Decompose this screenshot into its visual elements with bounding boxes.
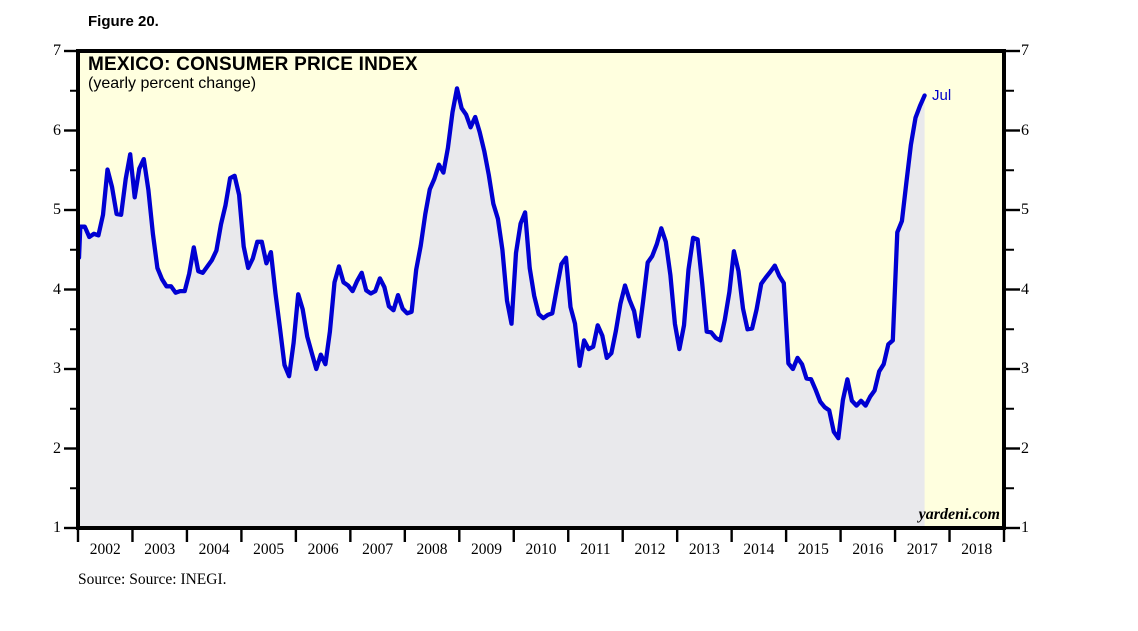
x-axis-label-year: 2004: [198, 541, 230, 558]
plot-frame: [76, 49, 1006, 530]
y-axis-label-right: 2: [1021, 439, 1029, 457]
y-axis-label-right: 7: [1021, 42, 1029, 59]
y-axis-label-right: 4: [1021, 280, 1029, 298]
x-axis-label-year: 2016: [852, 541, 884, 558]
x-axis-label-year: 2011: [580, 541, 611, 558]
y-axis-label-right: 3: [1021, 360, 1029, 377]
y-axis-label-left: 1: [53, 519, 61, 536]
cpi-series-line: [76, 86, 927, 441]
yardeni-watermark: yardeni.com: [918, 506, 1000, 523]
x-axis-label-year: 2014: [743, 541, 775, 558]
x-axis-label-year: 2003: [144, 541, 176, 558]
y-axis-label-left: 3: [53, 360, 61, 377]
y-axis-label-left: 4: [53, 280, 61, 298]
y-axis-label-left: 5: [53, 201, 61, 218]
chart-title: MEXICO: CONSUMER PRICE INDEX: [88, 54, 418, 75]
y-axis-label-right: 6: [1021, 121, 1029, 139]
x-axis-label-year: 2010: [525, 541, 557, 558]
x-axis-label-year: 2018: [961, 541, 993, 558]
x-axis-label-year: 2013: [688, 541, 720, 558]
y-axis-label-left: 7: [53, 42, 61, 59]
x-axis-label-year: 2012: [634, 541, 666, 558]
x-axis-label-year: 2017: [906, 541, 938, 558]
y-axis-label-left: 6: [53, 121, 61, 139]
x-axis-label-year: 2008: [416, 541, 448, 558]
x-axis-label-year: 2006: [307, 541, 339, 558]
x-axis-label-year: 2002: [89, 541, 121, 558]
x-axis-label-year: 2009: [471, 541, 503, 558]
x-axis-label-year: 2007: [362, 541, 394, 558]
chart-subtitle: (yearly percent change): [88, 75, 257, 92]
figure-label: Figure 20.: [88, 13, 159, 30]
x-axis-label-year: 2005: [253, 541, 285, 558]
y-axis-label-right: 1: [1021, 519, 1029, 536]
y-axis-label-left: 2: [53, 439, 61, 457]
last-point-month-annotation: Jul: [932, 87, 952, 104]
area-fill-under-line: [79, 88, 925, 527]
y-axis-label-right: 5: [1021, 201, 1029, 218]
source-note: Source: Source: INEGI.: [78, 571, 227, 588]
x-axis-label-year: 2015: [797, 541, 829, 558]
